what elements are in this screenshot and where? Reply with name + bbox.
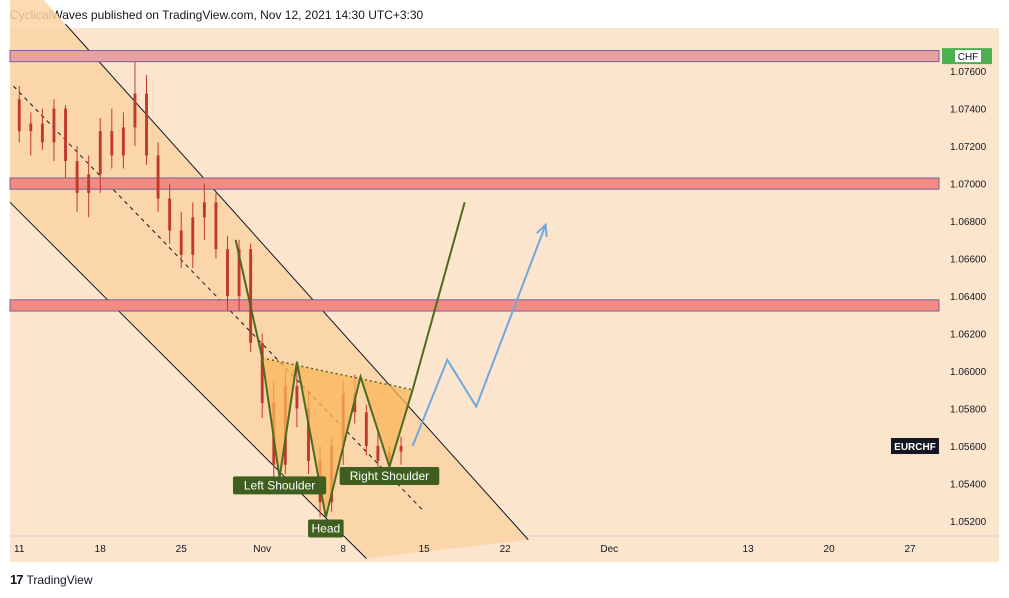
x-tick-label: 18: [95, 544, 107, 555]
channel-lower-line: [9, 201, 367, 559]
x-tick-label: 11: [14, 544, 25, 555]
x-tick-label: Nov: [253, 544, 271, 555]
candle-body: [168, 198, 172, 231]
top-tag-label: CHF: [958, 52, 979, 63]
y-tick-label: 1.07600: [950, 67, 987, 78]
y-tick-label: 1.07400: [950, 105, 987, 116]
candle-body: [121, 127, 125, 156]
candle-body: [191, 217, 195, 255]
x-tick-label: 15: [419, 544, 431, 555]
projection-arrowhead: [536, 222, 548, 237]
candle-body: [75, 161, 79, 193]
projection-blue-line: [411, 224, 547, 447]
y-tick-label: 1.06200: [950, 330, 987, 341]
candle-body: [64, 108, 67, 162]
neckline-dotted: [262, 357, 413, 391]
channel-mid-dashed: [13, 85, 425, 512]
tradingview-logo-icon: 17: [10, 572, 24, 587]
channel-upper-line: [65, 23, 529, 541]
candle-body: [145, 93, 148, 156]
candle-body: [98, 131, 102, 175]
pattern-label: Head: [311, 522, 340, 536]
candle-body: [226, 249, 229, 297]
y-tick-label: 1.05200: [950, 517, 987, 528]
candle-body: [376, 446, 380, 462]
symbol-tag-bg: [891, 438, 939, 455]
y-tick-label: 1.05400: [950, 480, 987, 491]
candle-body: [87, 174, 91, 193]
candle-body: [399, 446, 403, 452]
zones-layer: [9, 50, 940, 312]
pattern-fill: [262, 357, 413, 518]
x-tick-label: 8: [340, 544, 346, 555]
y-tick-label: 1.07200: [950, 142, 987, 153]
y-tick-label: 1.06000: [950, 367, 987, 378]
footer-brand[interactable]: TradingView: [26, 572, 93, 587]
x-tick-label: 25: [176, 544, 188, 555]
x-tick-label: 13: [743, 544, 755, 555]
y-axis-panel: [939, 28, 999, 536]
candle-body: [179, 230, 183, 255]
candle-body: [133, 93, 137, 128]
head-shoulders-line: [234, 202, 466, 518]
y-tick-label: 1.06600: [950, 255, 987, 266]
candle-body: [29, 123, 33, 132]
x-tick-label: 20: [824, 544, 836, 555]
resistance-zone-lower: [9, 299, 940, 312]
y-tick-label: 1.05800: [950, 405, 987, 416]
candle-body: [40, 123, 44, 143]
axes-layer: 1.07600 1.07400 1.07200 1.07000 1.06800 1.066…: [14, 48, 992, 555]
pattern-label-bg: [308, 519, 344, 538]
pattern-layer: [234, 202, 548, 518]
symbol-tag: EURCHF: [894, 442, 936, 453]
footer: 17 TradingView: [10, 572, 93, 587]
candle-body: [214, 202, 218, 250]
y-tick-label: 1.07000: [950, 180, 987, 191]
top-tag-inner: [955, 50, 981, 63]
candle-body: [307, 408, 310, 462]
candle-body: [295, 386, 299, 409]
pattern-label-bg: [339, 467, 440, 486]
publisher-header: CyclicalWaves published on TradingView.c…: [10, 8, 424, 22]
candle-body: [202, 202, 206, 218]
y-tick-label: 1.06800: [950, 217, 987, 228]
y-tick-label: 1.06400: [950, 292, 987, 303]
candle-body: [52, 108, 56, 143]
x-tick-label: 22: [500, 544, 512, 555]
candle-body: [260, 342, 264, 403]
candle-body: [237, 249, 241, 297]
candle-body: [156, 155, 160, 199]
candle-body: [364, 412, 368, 447]
y-tick-label: 1.05600: [950, 442, 987, 453]
x-tick-label: 27: [905, 544, 917, 555]
x-tick-label: Dec: [600, 544, 618, 555]
pattern-label: Right Shoulder: [350, 469, 429, 483]
labels-layer: Left Shoulder Head Right Shoulder: [232, 467, 440, 538]
pattern-label: Left Shoulder: [244, 478, 315, 492]
candle-body: [110, 131, 114, 156]
pattern-label-bg: [232, 476, 327, 495]
candle-body: [249, 249, 253, 343]
candle-body: [17, 99, 21, 132]
top-zone: [9, 50, 940, 63]
resistance-zone-upper: [9, 177, 940, 190]
